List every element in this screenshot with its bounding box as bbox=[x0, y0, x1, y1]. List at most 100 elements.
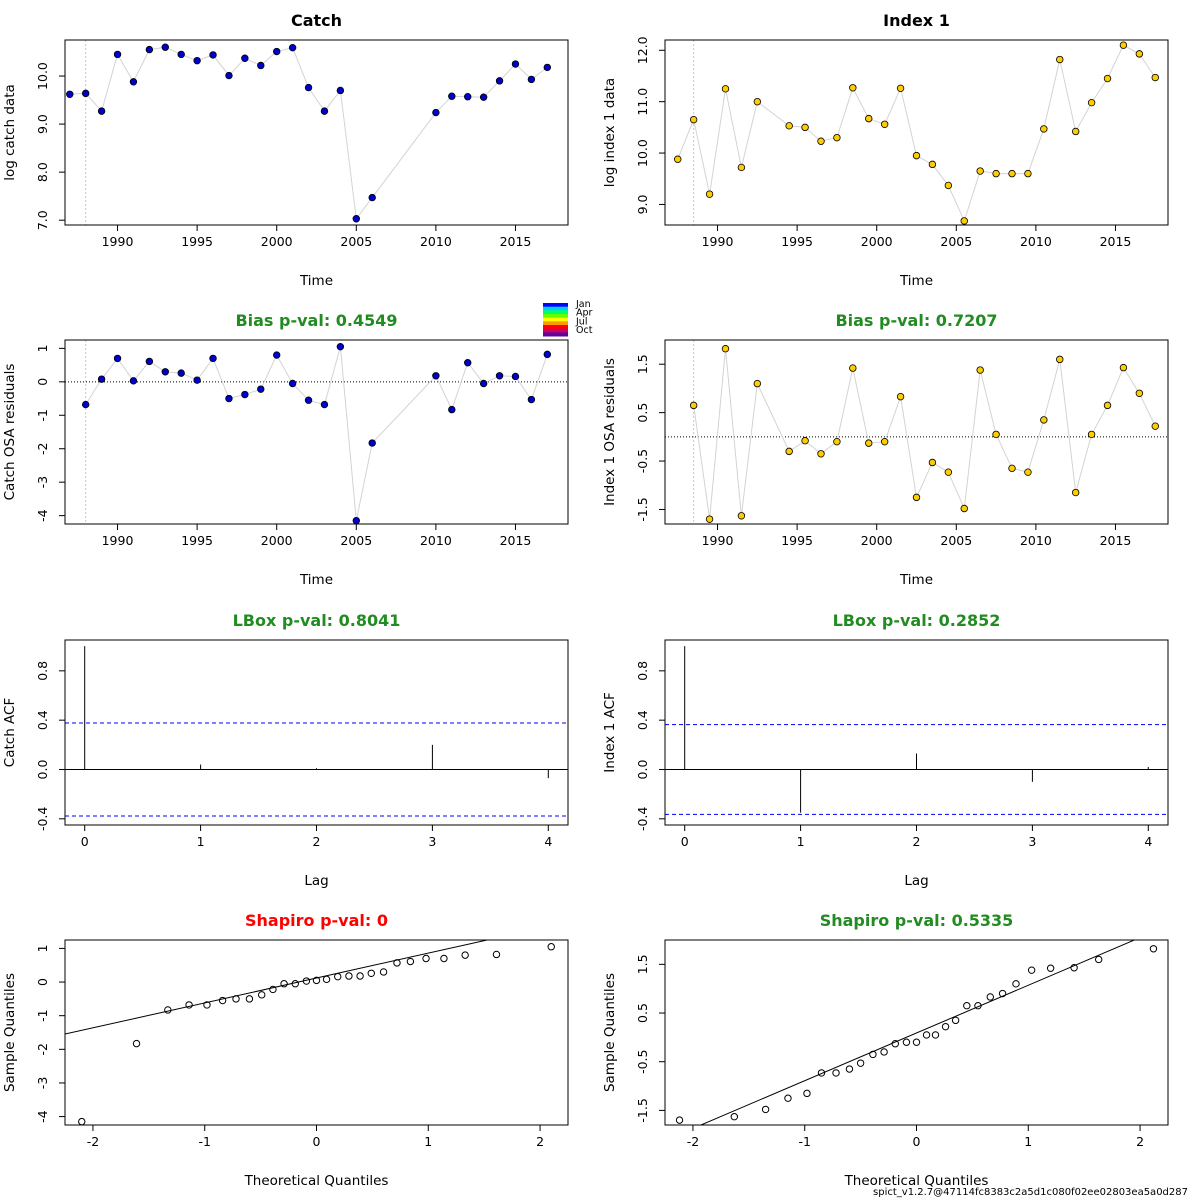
y-tick-label: 1.5 bbox=[635, 954, 650, 974]
qq-point bbox=[675, 1116, 684, 1124]
qq-point bbox=[784, 1094, 792, 1102]
data-point bbox=[288, 43, 297, 52]
x-tick-label: 0 bbox=[81, 834, 89, 849]
data-point bbox=[1071, 488, 1080, 497]
data-point bbox=[511, 372, 520, 381]
x-tick-label: 0 bbox=[913, 1134, 921, 1149]
y-tick-label: -0.4 bbox=[635, 807, 650, 831]
qq-point bbox=[856, 1059, 865, 1067]
data-point bbox=[527, 395, 536, 404]
qq-point bbox=[1070, 964, 1078, 972]
x-tick-label: 1 bbox=[424, 1134, 432, 1149]
y-tick-label: -0.4 bbox=[35, 807, 50, 831]
legend-color-swatch bbox=[543, 314, 568, 319]
data-point bbox=[145, 45, 154, 54]
y-tick-label: -1.5 bbox=[635, 497, 650, 521]
chart-panel-6: LBox p-val: 0.2852 0 1 2 3 4 -0.4 0.0 0.4 0.8 Lag I… bbox=[602, 611, 1169, 889]
data-point bbox=[1135, 50, 1144, 58]
y-axis-label: log index 1 data bbox=[602, 78, 618, 187]
data-point bbox=[721, 345, 730, 353]
qq-point bbox=[912, 1038, 921, 1046]
data-point bbox=[257, 61, 265, 70]
qq-point bbox=[345, 972, 353, 980]
qq-point bbox=[902, 1038, 911, 1046]
y-tick-label: 9.0 bbox=[635, 194, 650, 214]
x-tick-label: 2010 bbox=[420, 234, 452, 249]
plot-frame bbox=[664, 39, 1169, 226]
data-point bbox=[1103, 401, 1112, 410]
data-point bbox=[1087, 98, 1096, 107]
y-tick-label: -0.5 bbox=[635, 1050, 650, 1074]
y-tick-label: 0.4 bbox=[635, 710, 650, 730]
x-tick-label: -1 bbox=[798, 1134, 810, 1149]
qq-point bbox=[132, 1039, 141, 1048]
data-point bbox=[1056, 55, 1064, 64]
x-tick-label: 1990 bbox=[102, 234, 134, 249]
x-axis-label: Theoretical Quantiles bbox=[844, 1173, 989, 1189]
y-tick-label: 9.0 bbox=[35, 114, 50, 134]
y-tick-label: 11.0 bbox=[635, 88, 650, 116]
data-point bbox=[225, 71, 233, 80]
data-point bbox=[801, 123, 809, 132]
plot-frame bbox=[64, 339, 569, 525]
y-axis-label: Index 1 ACF bbox=[602, 692, 618, 773]
y-tick-label: 0.8 bbox=[35, 661, 50, 681]
data-point bbox=[479, 379, 488, 388]
x-tick-label: 1 bbox=[797, 834, 805, 849]
chart-panel-4: Bias p-val: 0.7207 1990 1995 2000 2005 2010 20… bbox=[602, 311, 1169, 588]
y-tick-label: 0.8 bbox=[635, 661, 650, 681]
data-point bbox=[849, 364, 857, 372]
data-point bbox=[320, 400, 329, 409]
data-point bbox=[209, 51, 217, 59]
qq-point bbox=[218, 996, 227, 1005]
x-tick-label: 2000 bbox=[261, 234, 293, 249]
data-point bbox=[928, 160, 937, 169]
qq-point bbox=[258, 991, 266, 999]
chart-panel-3: Bias p-val: 0.4549 1990 1995 2000 2005 2010 20… bbox=[2, 311, 569, 588]
data-point bbox=[817, 450, 825, 458]
data-point bbox=[161, 43, 169, 51]
x-tick-label: 2000 bbox=[861, 533, 893, 548]
y-tick-label: -3 bbox=[35, 476, 50, 488]
data-point bbox=[1119, 363, 1128, 372]
data-point bbox=[464, 359, 472, 367]
legend-color-swatch bbox=[543, 325, 568, 330]
data-point bbox=[273, 351, 281, 359]
data-point bbox=[97, 107, 106, 115]
qq-point bbox=[974, 1002, 982, 1010]
data-point bbox=[432, 108, 440, 117]
data-point bbox=[944, 181, 953, 190]
qq-point bbox=[291, 980, 299, 988]
data-point bbox=[865, 439, 873, 447]
data-point bbox=[960, 504, 968, 513]
x-tick-label: 2 bbox=[313, 834, 321, 849]
x-tick-label: 1 bbox=[197, 834, 205, 849]
x-tick-label: 2015 bbox=[500, 533, 532, 548]
data-point bbox=[833, 437, 841, 446]
data-point bbox=[705, 515, 714, 523]
data-point bbox=[833, 133, 841, 142]
data-point bbox=[976, 366, 984, 374]
data-point bbox=[97, 375, 106, 383]
y-tick-label: 1 bbox=[35, 944, 50, 952]
qq-point bbox=[393, 959, 401, 967]
chart-title: Catch bbox=[291, 11, 342, 30]
qq-point bbox=[832, 1069, 840, 1077]
data-point bbox=[241, 54, 249, 62]
chart-title: LBox p-val: 0.8041 bbox=[233, 611, 401, 630]
qq-point bbox=[931, 1031, 940, 1039]
x-axis-label: Theoretical Quantiles bbox=[244, 1173, 389, 1189]
y-tick-label: 0.5 bbox=[635, 1003, 650, 1023]
qq-point bbox=[302, 977, 311, 985]
data-point bbox=[1151, 422, 1159, 430]
qq-point bbox=[440, 954, 448, 963]
x-tick-label: 2015 bbox=[1100, 533, 1132, 548]
data-point bbox=[177, 50, 185, 59]
qq-point bbox=[232, 995, 240, 1003]
x-tick-label: 0 bbox=[681, 834, 689, 849]
y-tick-label: -0.5 bbox=[635, 449, 650, 473]
data-point bbox=[1056, 355, 1064, 364]
qq-point bbox=[951, 1016, 960, 1025]
chart-title: LBox p-val: 0.2852 bbox=[833, 611, 1001, 630]
